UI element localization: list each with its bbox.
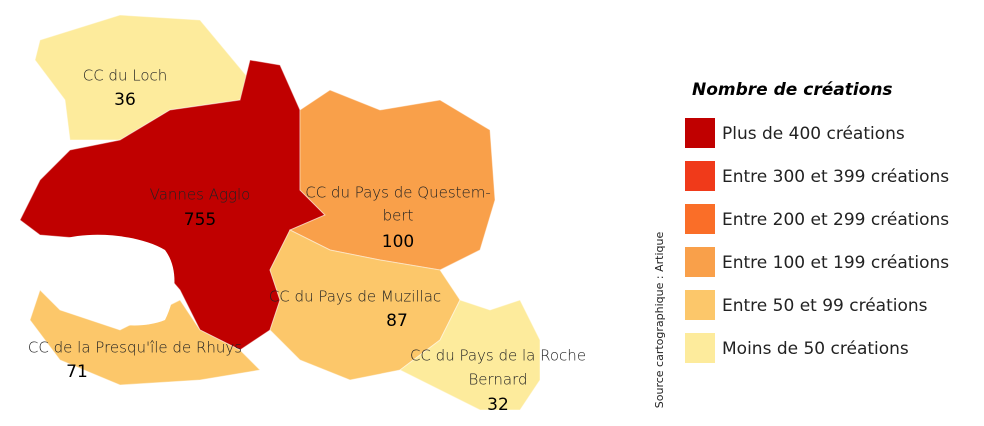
legend-swatch: [685, 333, 715, 363]
region: [288, 89, 496, 271]
legend-swatch: [685, 161, 715, 191]
legend-swatch: [685, 247, 715, 277]
region-name: Vannes Agglo: [150, 186, 251, 204]
legend-swatch: [685, 204, 715, 234]
region-name: bert: [383, 207, 414, 225]
legend-swatch: [685, 118, 715, 148]
legend-label: Entre 100 et 199 créations: [722, 253, 949, 273]
legend-title: Nombre de créations: [692, 80, 893, 100]
gulf: [56, 234, 175, 326]
region-value: 32: [487, 395, 509, 415]
legend-swatch: [685, 290, 715, 320]
region: [29, 289, 262, 386]
source: Source cartographique : Artique: [653, 232, 666, 409]
region-name: CC du Pays de Questem-: [305, 184, 491, 202]
legend-label: Entre 300 et 399 créations: [722, 167, 949, 187]
region-value: 87: [386, 311, 408, 331]
region-value: 100: [382, 232, 414, 252]
legend-label: Entre 200 et 299 créations: [722, 210, 949, 230]
region-value: 755: [184, 210, 216, 230]
region-name: CC du Loch: [83, 67, 168, 85]
region-name: Bernard: [468, 371, 527, 389]
region-name: CC du Pays de la Roche: [410, 347, 586, 365]
region: [399, 299, 541, 411]
legend-label: Moins de 50 créations: [722, 339, 909, 359]
region-value: 71: [66, 362, 88, 382]
region-name: CC du Pays de Muzillac: [269, 288, 441, 306]
legend-label: Entre 50 et 99 créations: [722, 296, 928, 316]
region-value: 36: [114, 90, 136, 110]
region-name: CC de la Presqu'île de Rhuys: [28, 339, 242, 357]
legend-label: Plus de 400 créations: [722, 124, 905, 144]
